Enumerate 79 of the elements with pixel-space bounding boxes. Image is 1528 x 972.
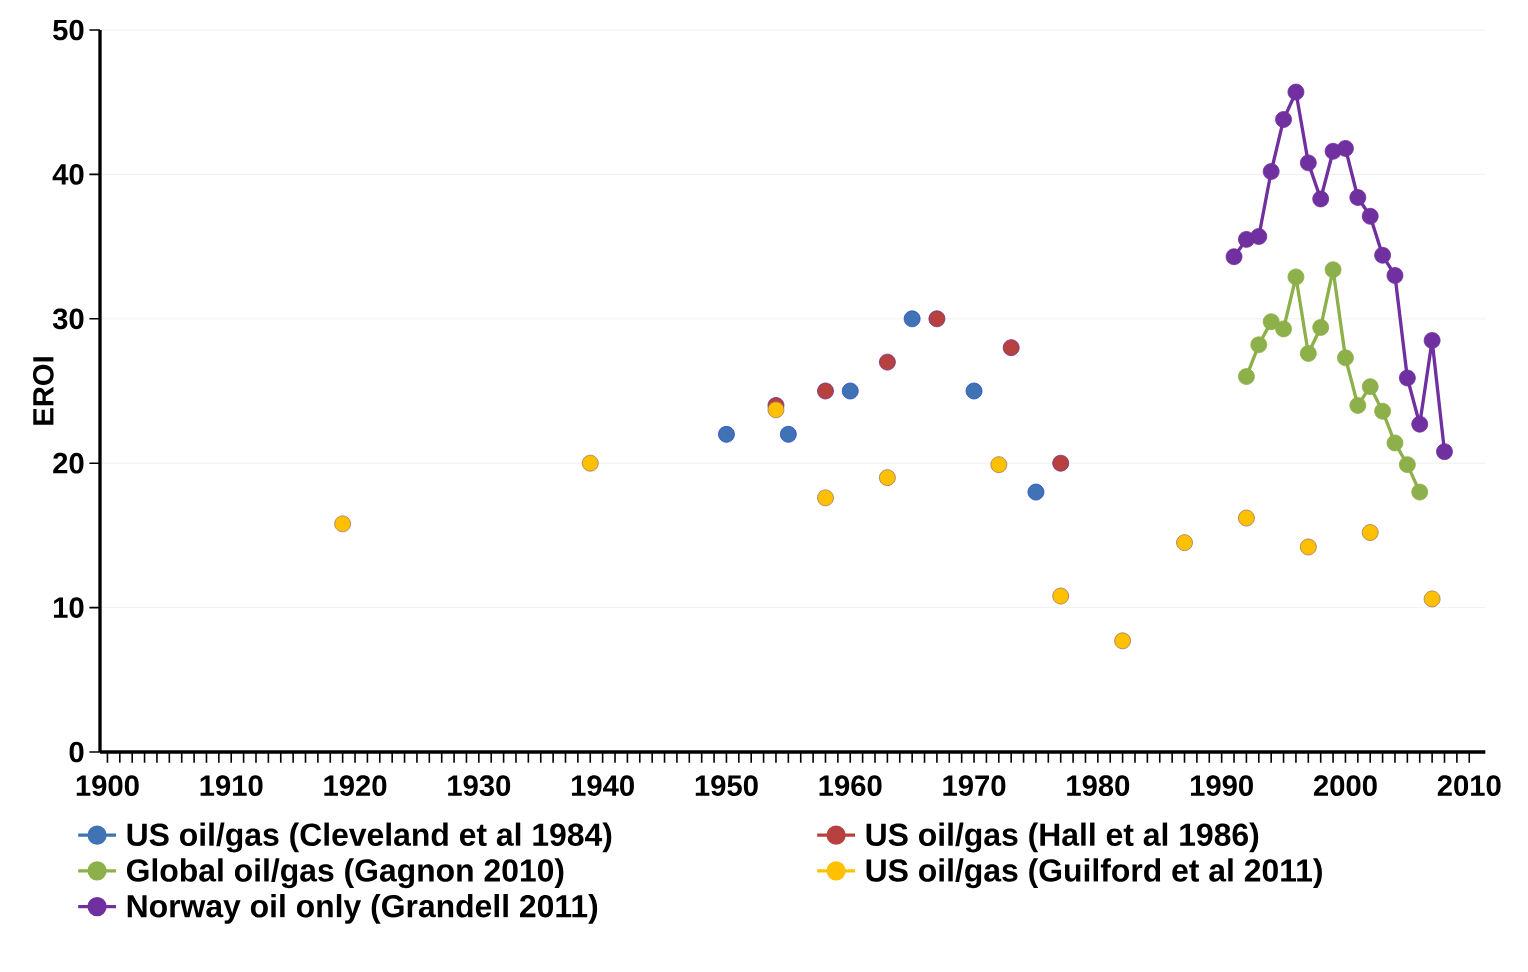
y-tick-label: 20: [53, 452, 84, 474]
x-tick-label: 1960: [819, 775, 882, 796]
point: [581, 454, 599, 472]
point: [1052, 587, 1070, 605]
point: [1374, 246, 1391, 264]
point: [1361, 207, 1379, 225]
point: [1275, 320, 1292, 338]
point: [928, 310, 946, 328]
point: [903, 310, 921, 328]
y-tick-label: 10: [54, 597, 84, 618]
point: [1250, 228, 1268, 245]
y-tick-label: 50: [53, 19, 84, 41]
point: [1361, 524, 1379, 541]
point: [879, 353, 896, 371]
point: [1176, 534, 1193, 551]
y-tick-label: 30: [52, 308, 84, 330]
x-tick-label: 1900: [76, 775, 139, 796]
point: [1262, 313, 1280, 331]
point: [1349, 189, 1367, 206]
point: [1337, 140, 1354, 157]
x-tick-label: 1980: [1067, 775, 1130, 796]
point: [1027, 483, 1045, 501]
point: [1398, 456, 1416, 474]
legend-label: US oil/gas (Hall et al 1986): [866, 822, 1259, 853]
y-tick-label: 40: [52, 164, 84, 185]
legend-label: Norway oil only (Grandell 2011): [127, 894, 598, 924]
point: [1312, 190, 1330, 208]
point: [1262, 163, 1280, 180]
x-tick-label: 1990: [1190, 775, 1253, 796]
point: [1324, 261, 1342, 279]
x-tick-label: 2000: [1313, 775, 1377, 796]
point: [1275, 111, 1292, 128]
point: [1436, 443, 1453, 461]
point: [1052, 454, 1070, 472]
point: [1337, 349, 1354, 367]
point: [1299, 345, 1317, 362]
point: [1238, 509, 1255, 527]
x-tick-label: 1950: [695, 775, 758, 796]
point: [1423, 332, 1441, 349]
point: [1002, 339, 1020, 357]
point: [1411, 415, 1429, 433]
x-tick-label: 2010: [1437, 775, 1501, 796]
point: [879, 469, 896, 487]
point: [1423, 590, 1441, 608]
legend-label: Global oil/gas (Gagnon 2010): [126, 858, 564, 889]
point: [1398, 369, 1416, 387]
point: [1299, 154, 1317, 172]
point: [1312, 319, 1330, 336]
point: [1287, 268, 1305, 286]
x-tick-label: 1910: [200, 775, 263, 796]
point: [1361, 378, 1379, 396]
point: [817, 382, 834, 400]
x-tick-label: 1940: [571, 775, 634, 796]
point: [965, 382, 983, 400]
point: [1349, 397, 1367, 414]
point: [1250, 336, 1268, 354]
x-tick-label: 1920: [324, 775, 387, 796]
point: [1225, 248, 1243, 266]
point: [817, 489, 834, 507]
point: [1114, 632, 1131, 650]
x-tick-label: 1970: [943, 775, 1006, 796]
point: [779, 425, 797, 443]
point: [841, 382, 859, 400]
point: [767, 401, 785, 419]
x-tick-label: 1930: [448, 775, 511, 797]
point: [1386, 434, 1404, 452]
point: [1411, 483, 1429, 501]
y-tick-label: 0: [69, 741, 84, 763]
point: [1374, 402, 1391, 420]
point: [1238, 368, 1255, 385]
point: [1299, 538, 1317, 556]
point: [334, 515, 352, 533]
y-axis-title: EROI: [32, 357, 54, 425]
point: [990, 456, 1008, 474]
legend-label: US oil/gas (Cleveland et al 1984): [127, 822, 612, 853]
legend-label: US oil/gas (Guilford et al 2011): [866, 858, 1322, 889]
point: [1386, 267, 1404, 284]
point: [718, 425, 735, 443]
point: [1287, 83, 1305, 101]
